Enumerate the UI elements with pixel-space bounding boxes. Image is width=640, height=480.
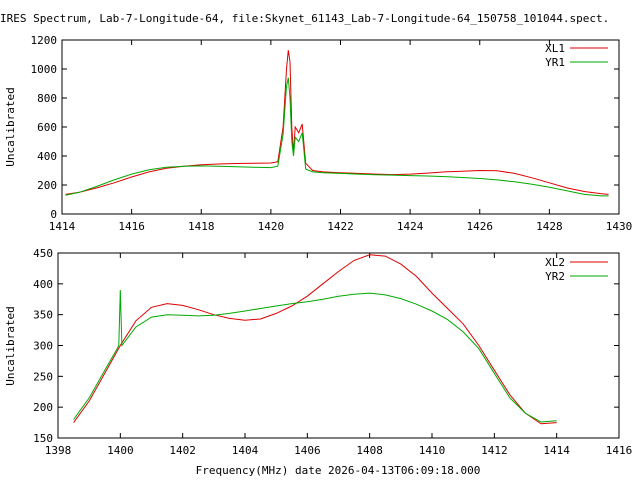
top-x-tick-label: 1418 <box>188 220 215 233</box>
bottom-x-tick-label: 1412 <box>481 444 508 457</box>
bottom-x-tick-label: 1406 <box>294 444 321 457</box>
legend-label-xl2: XL2 <box>545 256 565 269</box>
bottom-x-tick-label: 1404 <box>232 444 259 457</box>
top-y-tick-label: 1200 <box>31 34 58 47</box>
top-y-tick-label: 800 <box>37 92 57 105</box>
top-x-tick-label: 1422 <box>327 220 354 233</box>
bottom-y-tick-label: 250 <box>33 370 53 383</box>
top-y-tick-label: 1000 <box>31 63 58 76</box>
series-line-yr1 <box>65 77 609 197</box>
top-plot-frame <box>61 39 620 215</box>
bottom-x-tick-label: 1408 <box>356 444 383 457</box>
x-axis-label: Frequency(MHz) date 2026-04-13T06:09:18.… <box>196 464 481 477</box>
top-x-tick-label: 1430 <box>606 220 633 233</box>
top-x-tick-label: 1420 <box>258 220 285 233</box>
top-x-tick-label: 1416 <box>118 220 145 233</box>
bottom-x-tick-label: 1410 <box>419 444 446 457</box>
series-line-yr2 <box>73 289 557 423</box>
top-x-tick-label: 1428 <box>536 220 563 233</box>
top-x-tick-label: 1426 <box>467 220 494 233</box>
legend-label-yr2: YR2 <box>545 270 565 283</box>
top-legend: XL1 YR1 <box>545 42 608 69</box>
series-line-xl2 <box>73 254 557 425</box>
bottom-y-tick-label: 150 <box>33 432 53 445</box>
bottom-x-tick-label: 1402 <box>169 444 196 457</box>
bottom-x-tick-label: 1414 <box>543 444 570 457</box>
bottom-x-tick-label: 1400 <box>107 444 134 457</box>
bottom-x-tick-label: 1398 <box>45 444 72 457</box>
top-y-tick-label: 600 <box>37 121 57 134</box>
bottom-plot-frame <box>57 252 620 439</box>
top-x-tick-label: 1424 <box>397 220 424 233</box>
chart-title: IRES Spectrum, Lab-7-Longitude-64, file:… <box>0 12 609 25</box>
bottom-legend: XL2 YR2 <box>545 256 608 283</box>
bottom-x-tick-label: 1416 <box>606 444 633 457</box>
bottom-y-axis-label: Uncalibrated <box>4 306 17 385</box>
bottom-panel: 1398 1400 1402 1404 1406 1408 1410 1412 1414 1416… <box>4 247 632 457</box>
legend-label-xl1: XL1 <box>545 42 565 55</box>
bottom-y-tick-label: 350 <box>33 309 53 322</box>
top-y-tick-label: 0 <box>50 208 57 221</box>
top-panel: 1414 1416 1418 1420 1422 1424 1426 1428 1430 0 200… <box>4 34 632 233</box>
top-y-tick-label: 200 <box>37 179 57 192</box>
bottom-y-tick-label: 300 <box>33 340 53 353</box>
bottom-y-tick-label: 400 <box>33 278 53 291</box>
top-x-tick-label: 1414 <box>49 220 76 233</box>
top-y-tick-label: 400 <box>37 150 57 163</box>
bottom-y-tick-label: 450 <box>33 247 53 260</box>
top-y-axis-label: Uncalibrated <box>4 87 17 166</box>
bottom-y-tick-label: 200 <box>33 401 53 414</box>
legend-label-yr1: YR1 <box>545 56 565 69</box>
